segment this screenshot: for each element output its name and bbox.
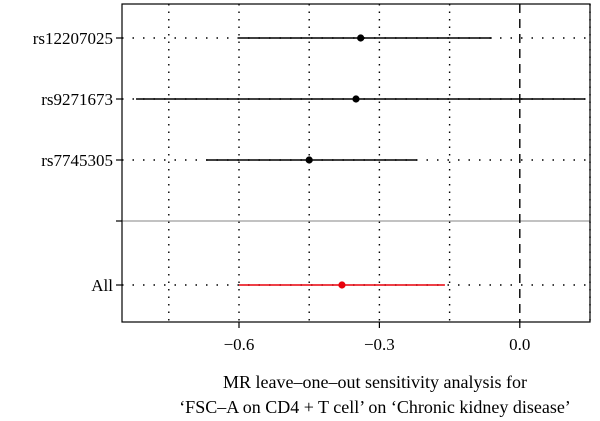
gridlines — [168, 4, 591, 322]
x-axis-title-line2: ‘FSC–A on CD4 + T cell’ on ‘Chronic kidn… — [179, 397, 571, 417]
x-axis-title-line1: MR leave–one–out sensitivity analysis fo… — [223, 372, 527, 392]
x-tick-label-2: 0.0 — [509, 335, 530, 354]
plot-frame — [121, 3, 591, 323]
y-tick-label-all: All — [91, 276, 113, 295]
estimate-point-1 — [352, 95, 360, 103]
y-tick-label-2: rs7745305 — [41, 151, 113, 170]
x-tick-label-1: −0.3 — [364, 335, 395, 354]
estimate-point-all — [338, 281, 346, 289]
y-tick-label-1: rs9271673 — [41, 90, 113, 109]
x-axis-ticks: −0.6 −0.3 0.0 — [224, 322, 530, 354]
y-axis-ticks: rs12207025 rs9271673 rs7745305 All — [33, 29, 122, 295]
estimate-point-0 — [357, 34, 365, 42]
x-tick-label-0: −0.6 — [224, 335, 255, 354]
y-tick-label-0: rs12207025 — [33, 29, 113, 48]
estimate-marks — [136, 34, 586, 289]
estimate-point-2 — [305, 156, 313, 164]
